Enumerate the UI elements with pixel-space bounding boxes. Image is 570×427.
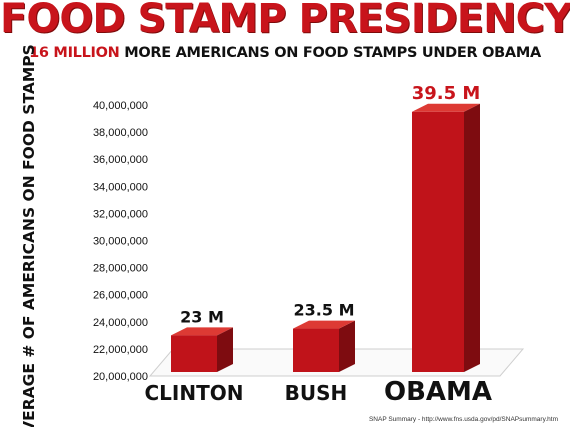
- data-label: 23 M: [180, 307, 224, 326]
- y-tick-label: 28,000,000: [93, 263, 148, 275]
- bar: [171, 335, 217, 372]
- bar: [293, 328, 339, 372]
- bar-top: [293, 320, 355, 329]
- y-tick-label: 26,000,000: [93, 290, 148, 302]
- chart-subtitle: 16 MILLION MORE AMERICANS ON FOOD STAMPS…: [0, 45, 570, 61]
- x-category-label: CLINTON: [145, 381, 244, 405]
- y-tick-label: 22,000,000: [93, 344, 148, 356]
- data-label: 23.5 M: [294, 301, 355, 320]
- y-tick-label: 30,000,000: [93, 236, 148, 248]
- bar-top: [171, 327, 233, 336]
- bar-side: [339, 320, 355, 372]
- bar-top: [412, 103, 480, 112]
- bar-side: [464, 103, 480, 373]
- subtitle-highlight: 16 MILLION: [29, 45, 120, 61]
- y-tick-label: 36,000,000: [93, 154, 148, 166]
- source-citation: SNAP Summary - http://www.fns.usda.gov/p…: [368, 416, 558, 423]
- y-tick-label: 32,000,000: [93, 208, 148, 220]
- y-tick-label: 38,000,000: [93, 127, 148, 139]
- subtitle-text: MORE AMERICANS ON FOOD STAMPS UNDER OBAM…: [119, 45, 541, 61]
- bar-side: [217, 327, 233, 372]
- x-category-label: BUSH: [285, 381, 348, 405]
- y-tick-label: 20,000,000: [93, 371, 148, 383]
- bar: [412, 111, 464, 373]
- data-label: 39.5 M: [412, 83, 481, 104]
- y-tick-label: 24,000,000: [93, 317, 148, 329]
- y-tick-label: 40,000,000: [93, 100, 148, 112]
- chart-title: FOOD STAMP PRESIDENCY: [0, 0, 570, 42]
- y-tick-label: 34,000,000: [93, 181, 148, 193]
- x-category-label: OBAMA: [384, 377, 492, 407]
- y-axis-title: AVERAGE # OF AMERICANS ON FOOD STAMPS: [20, 44, 38, 427]
